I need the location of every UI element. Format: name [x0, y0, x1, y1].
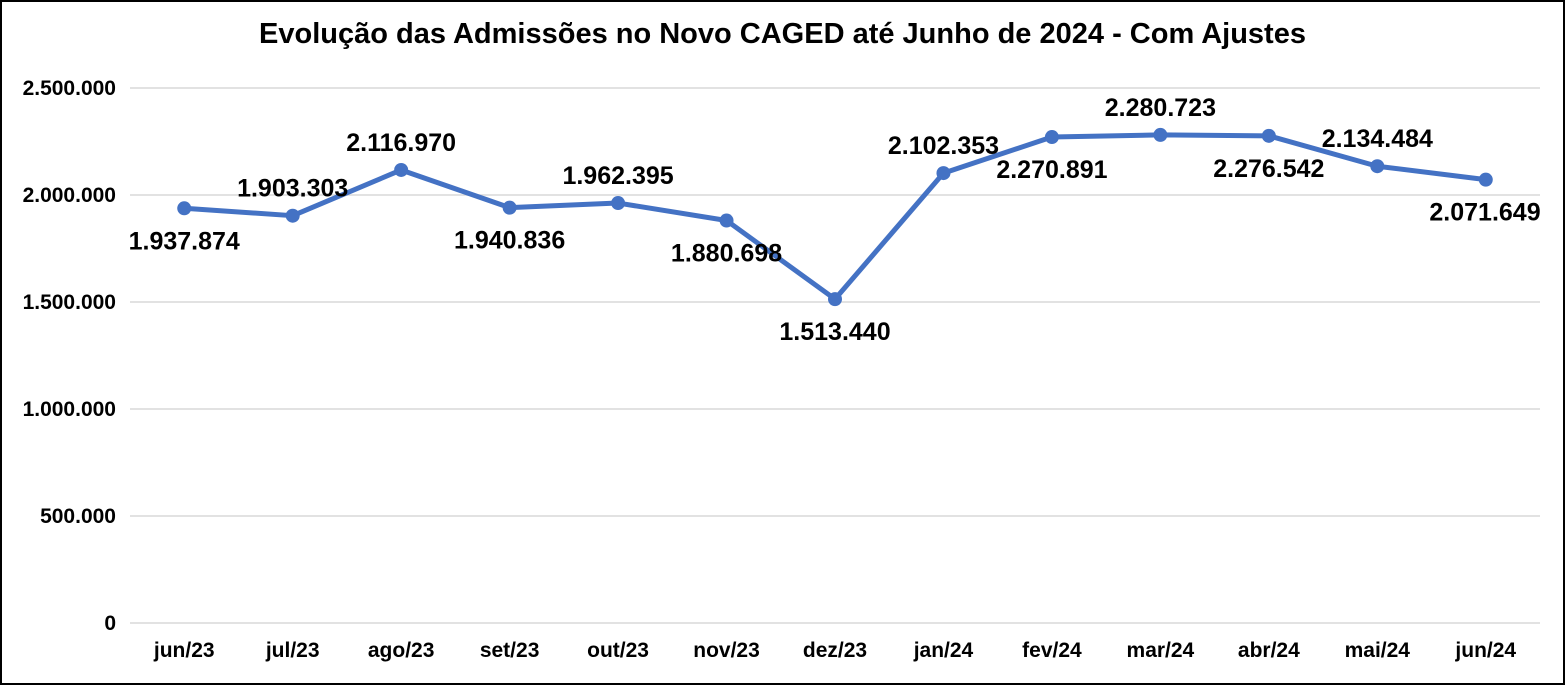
y-axis-tick-label: 1.500.000 [23, 291, 116, 314]
data-label: 2.270.891 [996, 156, 1107, 184]
x-axis-tick-label: out/23 [587, 639, 649, 662]
x-axis-tick-label: mar/24 [1127, 639, 1195, 662]
x-axis-tick-label: set/23 [480, 639, 540, 662]
data-point-marker [502, 200, 517, 215]
x-axis-tick-label: jul/23 [265, 639, 320, 662]
x-axis-tick-label: mai/24 [1345, 639, 1411, 662]
data-label: 1.880.698 [671, 240, 782, 268]
x-axis-tick-label: ago/23 [368, 639, 435, 662]
data-label: 2.102.353 [888, 132, 999, 160]
data-point-marker [177, 201, 192, 216]
data-label: 1.962.395 [562, 162, 673, 190]
y-axis-tick-label: 0 [104, 612, 116, 635]
data-point-marker [719, 213, 734, 228]
y-axis-tick-label: 1.000.000 [23, 398, 116, 421]
data-point-marker [611, 196, 626, 211]
data-label: 1.513.440 [779, 318, 890, 346]
x-axis-tick-label: jun/23 [153, 639, 215, 662]
data-point-marker [394, 162, 409, 177]
x-axis-tick-label: jan/24 [913, 639, 974, 662]
data-label: 1.937.874 [129, 227, 240, 255]
data-label: 2.116.970 [346, 129, 456, 157]
data-point-marker [1153, 127, 1168, 142]
data-label: 2.276.542 [1213, 155, 1324, 183]
data-label: 2.280.723 [1105, 94, 1216, 122]
chart-title: Evolução das Admissões no Novo CAGED até… [259, 18, 1306, 50]
x-axis-tick-label: nov/23 [693, 639, 760, 662]
data-label: 2.134.484 [1322, 125, 1433, 153]
x-axis-tick-label: jun/24 [1454, 639, 1516, 662]
data-label: 1.940.836 [454, 227, 565, 255]
data-point-marker [828, 292, 842, 307]
data-point-marker [1478, 172, 1493, 187]
data-point-marker [285, 208, 300, 223]
data-point-marker [1370, 159, 1385, 174]
y-axis-tick-label: 500.000 [40, 505, 116, 528]
x-axis-tick-label: abr/24 [1238, 639, 1300, 662]
x-axis-tick-label: dez/23 [803, 639, 867, 662]
y-axis-tick-label: 2.500.000 [23, 77, 116, 100]
x-axis-tick-label: fev/24 [1022, 639, 1082, 662]
data-point-marker [1261, 128, 1276, 143]
data-point-marker [1044, 130, 1059, 145]
data-point-marker [936, 166, 951, 181]
data-label: 2.071.649 [1429, 199, 1540, 227]
data-label: 1.903.303 [237, 175, 348, 203]
y-axis-tick-label: 2.000.000 [23, 184, 116, 207]
